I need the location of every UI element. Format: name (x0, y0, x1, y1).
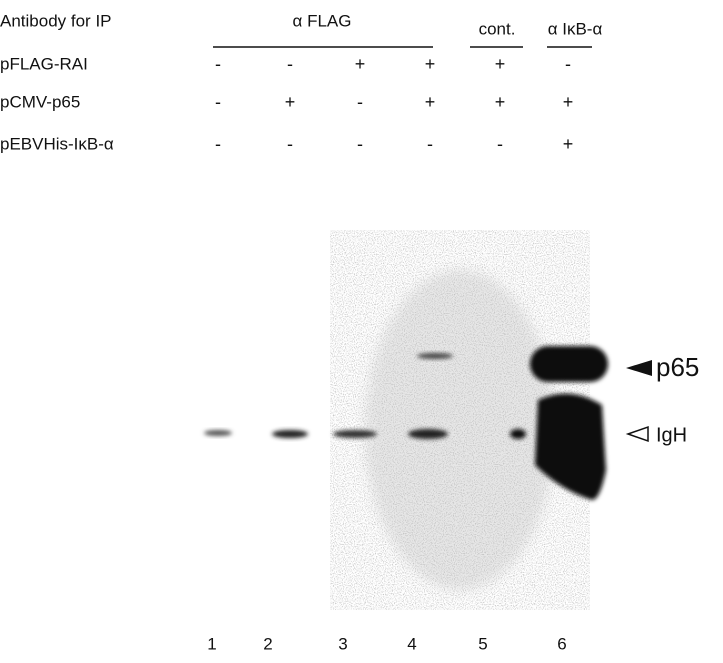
blot (204, 230, 608, 610)
arrow-open (628, 427, 648, 441)
row-mark: - (427, 134, 433, 154)
row-mark: - (357, 134, 363, 154)
row-mark: + (495, 54, 506, 74)
row-mark: - (215, 92, 221, 112)
row-mark: + (355, 54, 366, 74)
row-label: pFLAG-RAI (0, 54, 88, 73)
row-mark: - (357, 92, 363, 112)
group-label: α FLAG (293, 11, 352, 30)
lane-number: 6 (557, 634, 566, 653)
figure: Antibody for IP α FLAG cont. α IκB-α pFL… (0, 0, 723, 663)
blot-figure: Antibody for IP α FLAG cont. α IκB-α pFL… (0, 0, 723, 663)
row-label: pEBVHis-IκB-α (0, 134, 114, 153)
row-mark: - (497, 134, 503, 154)
lane-number: 5 (478, 634, 487, 653)
lane-number: 3 (338, 634, 347, 653)
lane-number: 1 (207, 634, 216, 653)
row-mark: + (563, 92, 574, 112)
row-label: pCMV-p65 (0, 92, 80, 111)
row-mark: + (425, 92, 436, 112)
row-mark: + (285, 92, 296, 112)
row-mark: - (215, 54, 221, 74)
rows: pFLAG-RAI - - + + + - pCMV-p65 - + - + + + pEBVHis-IκB… (0, 54, 573, 154)
lane-number: 2 (263, 634, 272, 653)
row-mark: + (563, 134, 574, 154)
row-mark: - (287, 54, 293, 74)
band-label: p65 (656, 352, 699, 382)
row-mark: + (425, 54, 436, 74)
header-label: Antibody for IP (0, 11, 112, 30)
row-mark: - (215, 134, 221, 154)
group-label: cont. (479, 19, 516, 38)
arrow-filled (626, 360, 652, 376)
row-mark: + (495, 92, 506, 112)
band-label: IgH (656, 424, 687, 446)
row-mark: - (287, 134, 293, 154)
lanes: 1 2 3 4 5 6 (207, 634, 566, 653)
lane-number: 4 (407, 634, 416, 653)
row-mark: - (565, 54, 571, 74)
group-label: α IκB-α (548, 19, 603, 38)
